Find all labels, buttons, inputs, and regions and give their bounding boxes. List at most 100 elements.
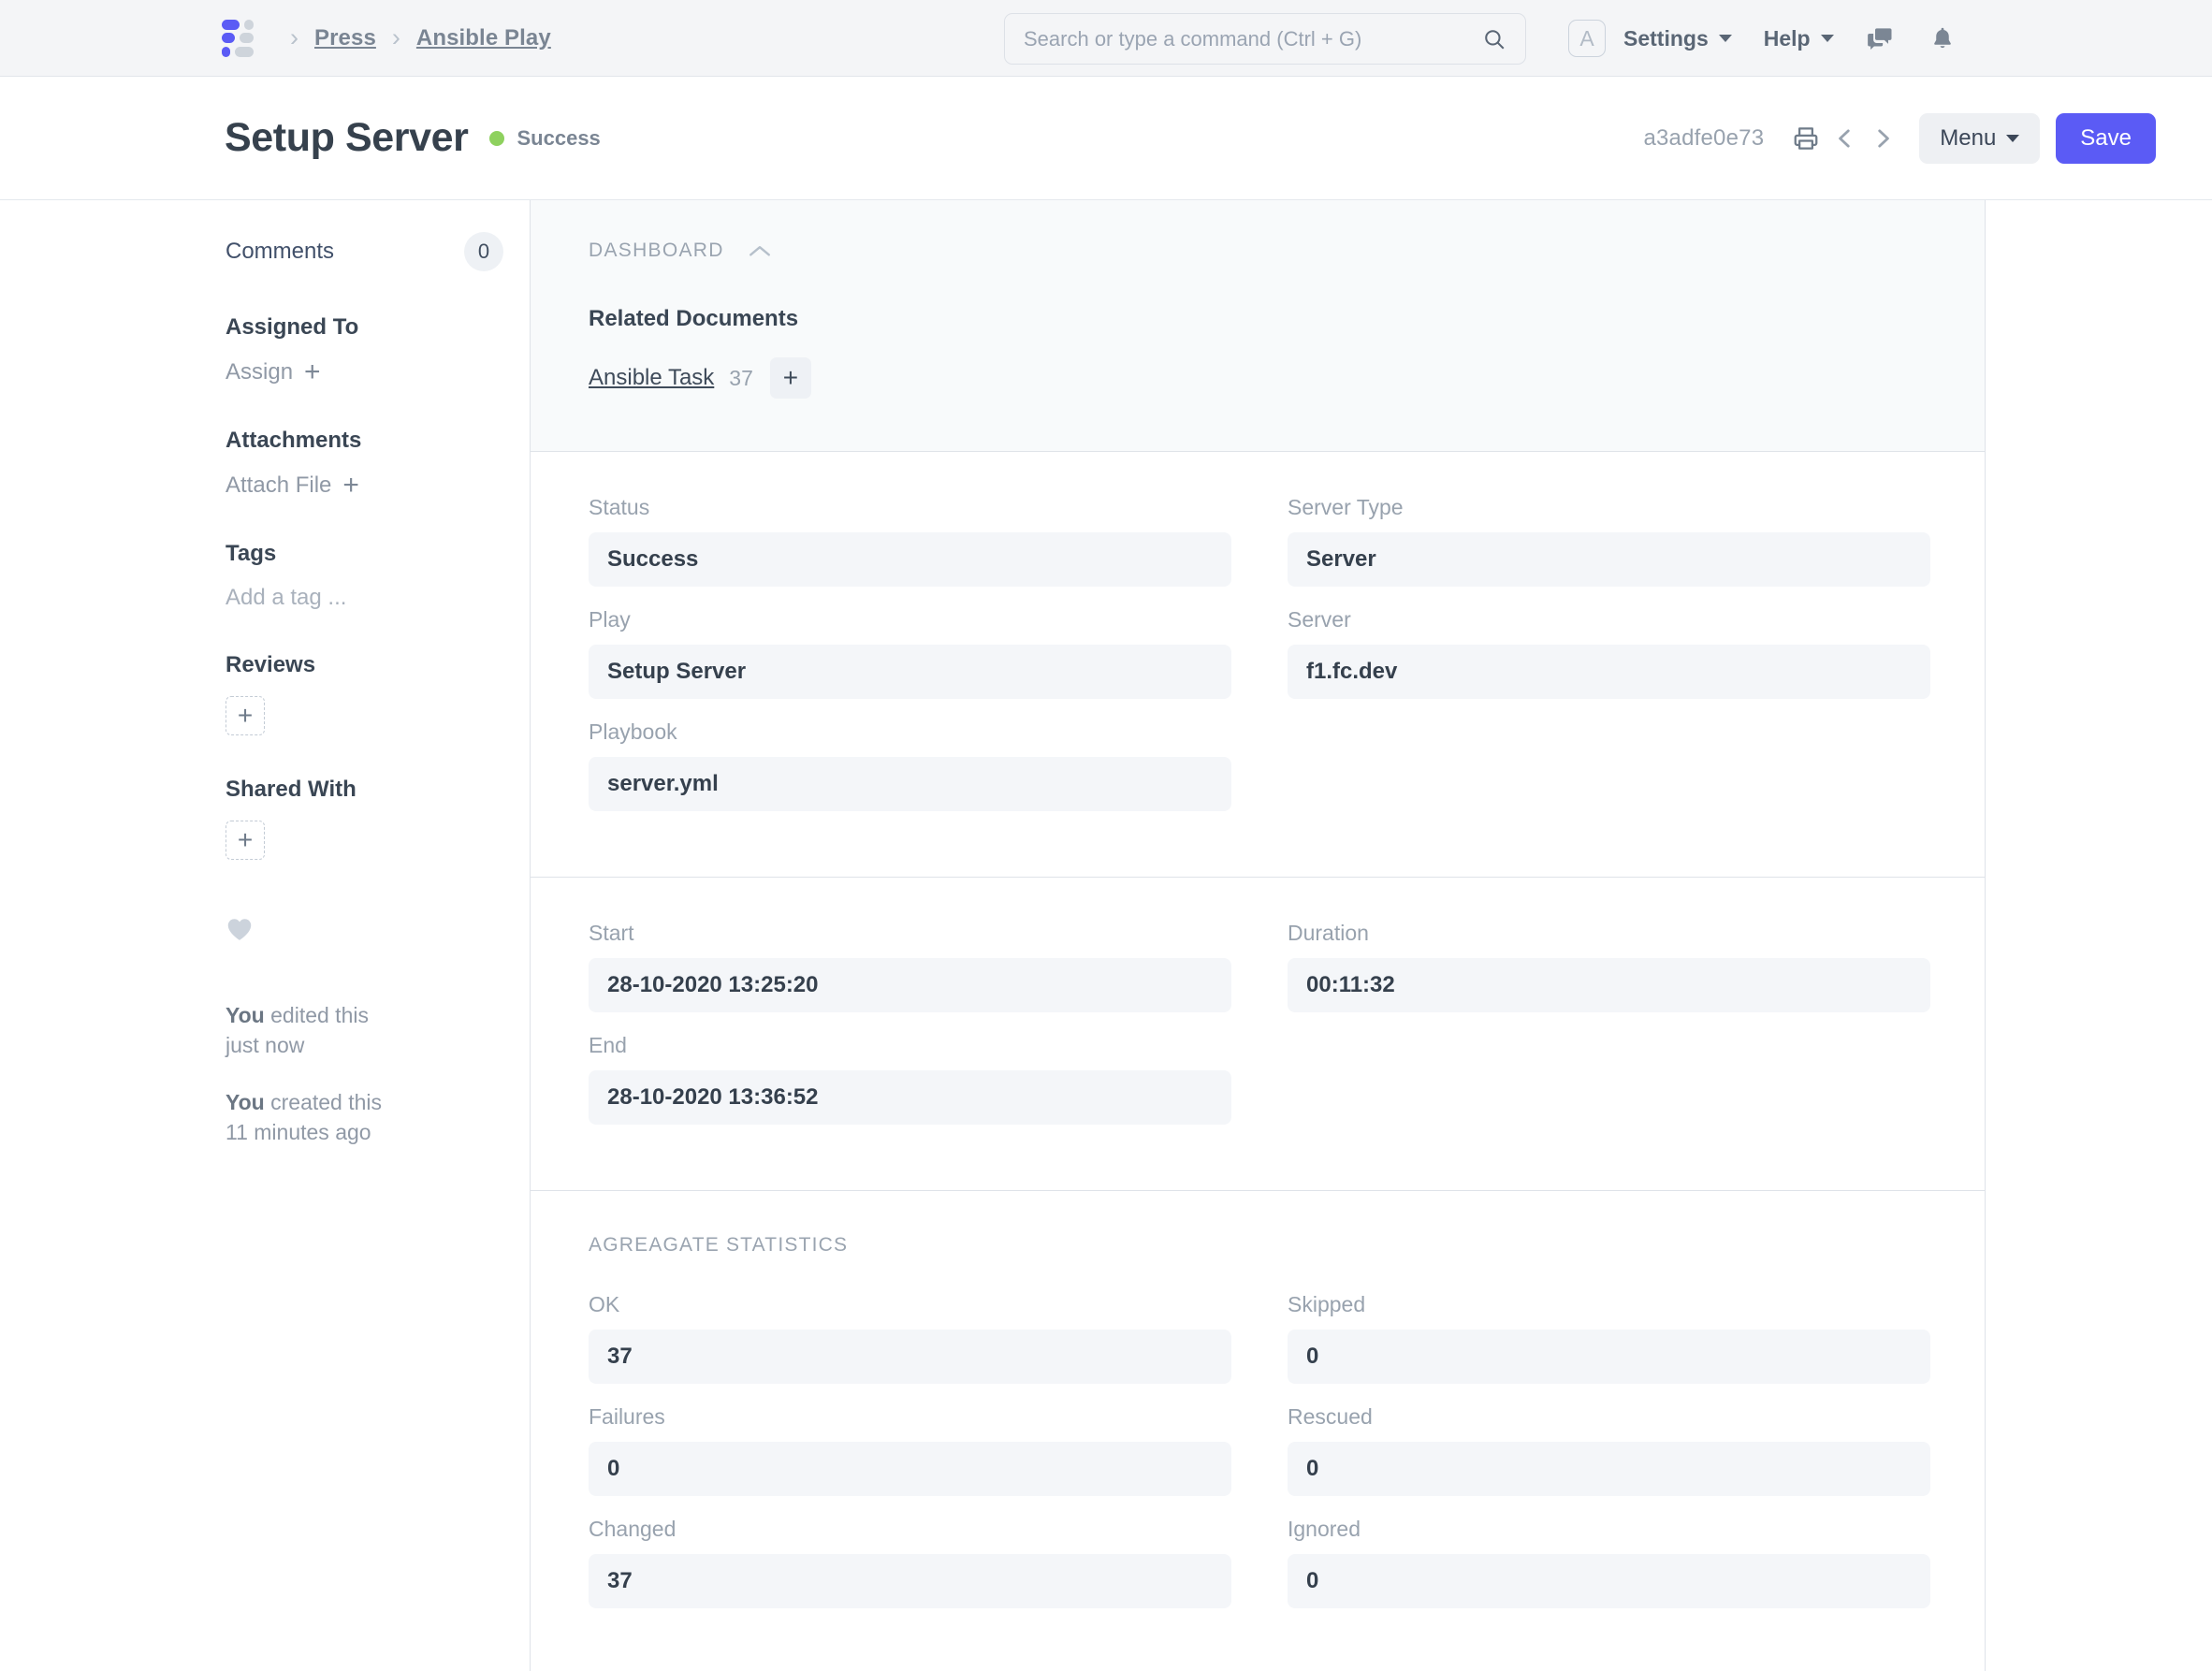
bell-icon[interactable] bbox=[1929, 24, 1956, 52]
duration-field-value[interactable]: 00:11:32 bbox=[1288, 958, 1930, 1012]
breadcrumb-ansible-play[interactable]: Ansible Play bbox=[415, 24, 551, 51]
ok-field-value[interactable]: 37 bbox=[589, 1330, 1231, 1384]
page-titlebar: Setup Server Success a3adfe0e73 Menu bbox=[0, 77, 2212, 200]
add-shared-user-button[interactable]: + bbox=[226, 821, 265, 860]
chevron-down-icon bbox=[1718, 35, 1732, 42]
settings-menu-label: Settings bbox=[1623, 25, 1709, 51]
dashboard-section-toggle[interactable]: DASHBOARD bbox=[589, 240, 1927, 262]
created-timestamp: You created this 11 minutes ago bbox=[226, 1088, 530, 1147]
menu-button[interactable]: Menu bbox=[1919, 113, 2041, 164]
end-field-label: End bbox=[589, 1033, 627, 1057]
dashboard-section: DASHBOARD Related Documents Ansible Task… bbox=[531, 200, 1985, 452]
document-id: a3adfe0e73 bbox=[1643, 125, 1765, 151]
aggregate-statistics-label: AGREAGATE STATISTICS bbox=[589, 1234, 849, 1256]
field-ok: OK 37 bbox=[589, 1292, 1231, 1384]
attachments-title: Attachments bbox=[226, 428, 362, 453]
edited-action: edited this bbox=[264, 1003, 369, 1027]
reviews-title: Reviews bbox=[226, 652, 316, 677]
playbook-field-label: Playbook bbox=[589, 719, 677, 744]
related-doctype-link[interactable]: Ansible Task bbox=[589, 365, 715, 390]
plus-icon: + bbox=[342, 470, 359, 501]
failures-field-value[interactable]: 0 bbox=[589, 1442, 1231, 1496]
attach-file-label: Attach File bbox=[226, 472, 332, 498]
start-field-value[interactable]: 28-10-2020 13:25:20 bbox=[589, 958, 1231, 1012]
ignored-field-label: Ignored bbox=[1288, 1517, 1361, 1541]
field-duration: Duration 00:11:32 bbox=[1288, 921, 1930, 1012]
comments-label: Comments bbox=[226, 239, 335, 264]
play-field-value[interactable]: Setup Server bbox=[589, 645, 1231, 699]
assign-button[interactable]: Assign + bbox=[226, 358, 530, 386]
search-container bbox=[1004, 13, 1526, 65]
related-documents-title: Related Documents bbox=[589, 306, 799, 331]
help-menu[interactable]: Help bbox=[1764, 26, 1834, 51]
status-label: Success bbox=[517, 125, 601, 150]
field-end: End 28-10-2020 13:36:52 bbox=[589, 1033, 1231, 1125]
play-field-label: Play bbox=[589, 607, 631, 632]
like-heart-icon[interactable] bbox=[226, 916, 530, 947]
search-box[interactable] bbox=[1004, 13, 1526, 65]
field-server-type: Server Type Server bbox=[1288, 495, 1930, 587]
add-tag-input[interactable]: Add a tag ... bbox=[226, 585, 347, 610]
edited-timestamp: You edited this just now bbox=[226, 1001, 530, 1060]
sidebar-assigned-to: Assigned To Assign + bbox=[226, 314, 530, 386]
titlebar-actions: a3adfe0e73 Menu Save bbox=[1643, 77, 2156, 200]
field-start: Start 28-10-2020 13:25:20 bbox=[589, 921, 1231, 1012]
end-field-value[interactable]: 28-10-2020 13:36:52 bbox=[589, 1070, 1231, 1125]
tags-title: Tags bbox=[226, 541, 277, 566]
top-navbar: › Press › Ansible Play A Settings Help bbox=[0, 0, 2212, 77]
timing-section: Start 28-10-2020 13:25:20 Duration 00:11… bbox=[531, 878, 1985, 1191]
rescued-field-label: Rescued bbox=[1288, 1404, 1373, 1429]
created-actor: You bbox=[226, 1090, 265, 1115]
sidebar-comments[interactable]: Comments 0 bbox=[226, 232, 530, 271]
statistics-grid: OK 37 Skipped 0 Failures 0 Rescued 0 Cha… bbox=[589, 1292, 1930, 1629]
changed-field-value[interactable]: 37 bbox=[589, 1554, 1231, 1608]
assigned-to-title: Assigned To bbox=[226, 314, 359, 340]
chat-icon[interactable] bbox=[1866, 24, 1894, 52]
details-grid-spacer bbox=[1288, 719, 1930, 832]
navbar-left: › Press › Ansible Play bbox=[222, 19, 551, 57]
print-icon[interactable] bbox=[1792, 124, 1820, 153]
avatar[interactable]: A bbox=[1568, 20, 1606, 57]
server-type-field-label: Server Type bbox=[1288, 495, 1404, 519]
server-field-value[interactable]: f1.fc.dev bbox=[1288, 645, 1930, 699]
timing-grid-spacer bbox=[1288, 1033, 1930, 1145]
add-related-document-button[interactable]: + bbox=[769, 357, 811, 399]
navbar-right: A Settings Help bbox=[1568, 0, 1956, 77]
shared-with-title: Shared With bbox=[226, 777, 357, 802]
field-changed: Changed 37 bbox=[589, 1517, 1231, 1608]
field-rescued: Rescued 0 bbox=[1288, 1404, 1930, 1496]
attach-file-button[interactable]: Attach File + bbox=[226, 472, 530, 500]
playbook-field-value[interactable]: server.yml bbox=[589, 757, 1231, 811]
breadcrumb-press[interactable]: Press bbox=[314, 24, 376, 51]
save-button[interactable]: Save bbox=[2056, 113, 2156, 164]
settings-menu[interactable]: Settings bbox=[1623, 26, 1732, 51]
rescued-field-value[interactable]: 0 bbox=[1288, 1442, 1930, 1496]
edited-actor: You bbox=[226, 1003, 265, 1027]
sidebar-shared-with: Shared With + bbox=[226, 777, 530, 860]
status-field-value[interactable]: Success bbox=[589, 532, 1231, 587]
field-ignored: Ignored 0 bbox=[1288, 1517, 1930, 1608]
skipped-field-value[interactable]: 0 bbox=[1288, 1330, 1930, 1384]
document-main: DASHBOARD Related Documents Ansible Task… bbox=[530, 200, 1986, 1671]
changed-field-label: Changed bbox=[589, 1517, 677, 1541]
add-review-button[interactable]: + bbox=[226, 696, 265, 735]
details-grid: Status Success Server Type Server Play S… bbox=[589, 495, 1930, 832]
search-input[interactable] bbox=[1024, 26, 1482, 51]
field-playbook: Playbook server.yml bbox=[589, 719, 1231, 811]
ignored-field-value[interactable]: 0 bbox=[1288, 1554, 1930, 1608]
assign-label: Assign bbox=[226, 359, 294, 385]
previous-document-icon[interactable] bbox=[1833, 124, 1857, 153]
next-document-icon[interactable] bbox=[1870, 124, 1895, 153]
server-type-field-value[interactable]: Server bbox=[1288, 532, 1930, 587]
comments-count-badge: 0 bbox=[464, 232, 503, 271]
edited-when: just now bbox=[226, 1032, 305, 1057]
sidebar-reviews: Reviews + bbox=[226, 652, 530, 735]
created-when: 11 minutes ago bbox=[226, 1120, 371, 1145]
field-status: Status Success bbox=[589, 495, 1231, 587]
chevron-right-icon: › bbox=[290, 23, 298, 51]
page-title: Setup Server bbox=[225, 115, 469, 160]
frappe-logo-icon[interactable] bbox=[222, 19, 254, 57]
chevron-up-icon bbox=[748, 243, 772, 258]
plus-icon: + bbox=[304, 356, 321, 387]
page-body: Comments 0 Assigned To Assign + Attachme… bbox=[0, 200, 2212, 1671]
